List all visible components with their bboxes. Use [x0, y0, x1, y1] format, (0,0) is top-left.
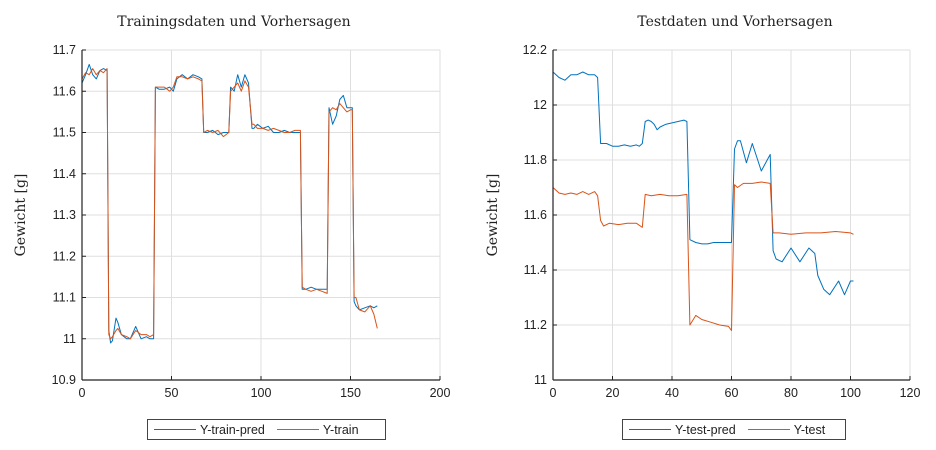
- x-tick-label: 50: [165, 386, 179, 400]
- series-line-y-train: [81, 68, 378, 340]
- y-tick-label: 10.9: [52, 373, 76, 387]
- chart-title-train: Trainingsdaten und Vorhersagen: [117, 14, 350, 30]
- y-tick-label: 11.4: [524, 263, 547, 277]
- x-tick-label: 40: [665, 386, 679, 400]
- x-tick-label: 100: [840, 386, 861, 400]
- y-tick-label: 11: [63, 332, 76, 346]
- y-tick-label: 11.6: [524, 208, 547, 222]
- y-tick-label: 11.5: [53, 126, 76, 140]
- x-tick-label: 120: [900, 386, 921, 400]
- y-tick-label: 11.3: [53, 208, 76, 222]
- y-tick-label: 12: [533, 98, 547, 112]
- y-tick-label: 11.2: [53, 249, 76, 263]
- legend-item-y-test-pred: Y-test-pred: [629, 423, 736, 437]
- y-tick-label: 11.8: [524, 153, 547, 167]
- x-tick-label: 0: [79, 386, 86, 400]
- legend-swatch-red: [747, 429, 790, 430]
- legend-swatch-blue: [629, 429, 671, 430]
- y-axis-label-test: Gewicht [g]: [485, 174, 501, 257]
- y-tick-label: 11.7: [53, 43, 76, 57]
- y-tick-label: 11.2: [524, 318, 547, 332]
- x-tick-label: 0: [550, 386, 557, 400]
- legend-label: Y-train-pred: [200, 422, 265, 437]
- x-tick-label: 80: [784, 386, 798, 400]
- legend-label: Y-test: [793, 422, 826, 437]
- legend-train: Y-train-pred Y-train: [147, 419, 386, 440]
- x-tick-label: 200: [430, 386, 451, 400]
- y-axis-label-train: Gewicht [g]: [13, 174, 29, 257]
- legend-item-y-train: Y-train: [276, 422, 359, 437]
- x-tick-label: 60: [725, 386, 739, 400]
- x-tick-label: 150: [340, 386, 361, 400]
- legend-swatch-blue: [154, 429, 196, 430]
- legend-item-y-train-pred: Y-train-pred: [154, 423, 265, 437]
- series-line-y-test: [552, 181, 854, 331]
- x-tick-label: 100: [251, 386, 272, 400]
- legend-swatch-red: [276, 429, 319, 430]
- series-line-y-test-pred: [552, 71, 854, 296]
- y-tick-label: 11.1: [53, 291, 76, 305]
- y-tick-label: 11: [534, 373, 547, 387]
- legend-test: Y-test-pred Y-test: [622, 419, 846, 440]
- x-tick-label: 20: [606, 386, 620, 400]
- legend-label: Y-train: [322, 422, 359, 437]
- legend-item-y-test: Y-test: [747, 422, 826, 437]
- y-tick-label: 11.6: [53, 84, 76, 98]
- legend-label: Y-test-pred: [675, 422, 736, 437]
- y-tick-label: 11.4: [53, 167, 76, 181]
- chart-title-test: Testdaten und Vorhersagen: [637, 14, 832, 30]
- y-tick-label: 12.2: [523, 43, 547, 57]
